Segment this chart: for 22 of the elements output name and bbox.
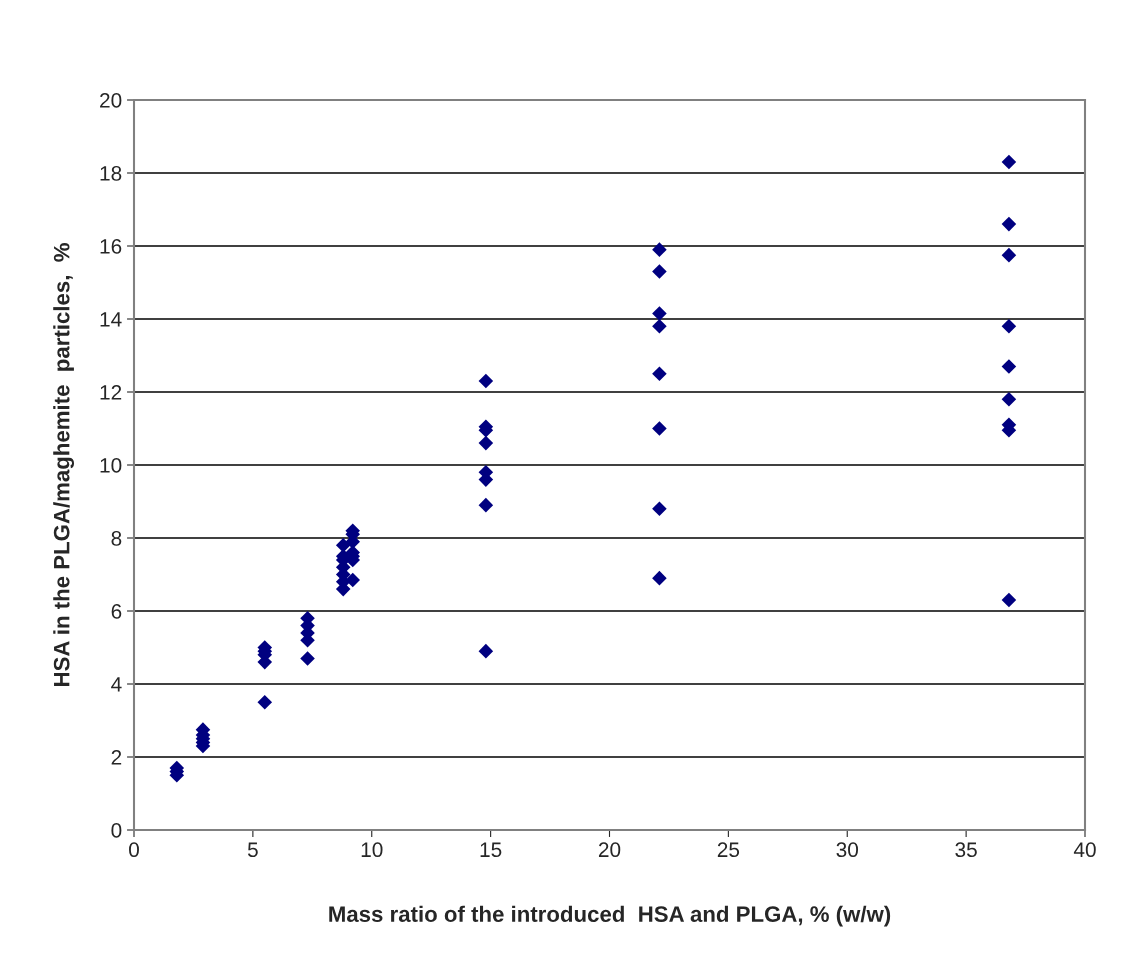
y-tick-label: 8: [111, 531, 122, 546]
x-tick-label: 30: [836, 842, 859, 858]
x-tick-label: 20: [598, 842, 621, 858]
y-tick-label: 18: [100, 166, 122, 181]
y-tick-label: 12: [100, 385, 122, 400]
x-tick-label: 10: [361, 842, 383, 858]
y-tick-label: 20: [100, 93, 122, 108]
x-tick-label: 35: [955, 842, 977, 858]
y-tick-label: 6: [111, 604, 122, 619]
x-tick-label: 25: [717, 842, 740, 858]
y-axis-title: HSA in the PLGA/maghemite particles, %: [53, 243, 75, 686]
x-tick-label: 0: [129, 842, 139, 858]
x-tick-label: 15: [480, 842, 502, 858]
x-tick-label: 5: [247, 842, 258, 858]
y-tick-label: 16: [100, 239, 122, 254]
x-tick-label: 40: [1073, 842, 1096, 858]
y-tick-label: 0: [111, 823, 122, 838]
y-tick-label: 10: [100, 458, 122, 473]
y-tick-label: 14: [100, 312, 122, 327]
y-tick-label: 4: [111, 677, 122, 692]
x-axis-title: Mass ratio of the introduced HSA and PLGA, % (w/w): [329, 905, 891, 927]
y-tick-label: 2: [111, 750, 122, 765]
